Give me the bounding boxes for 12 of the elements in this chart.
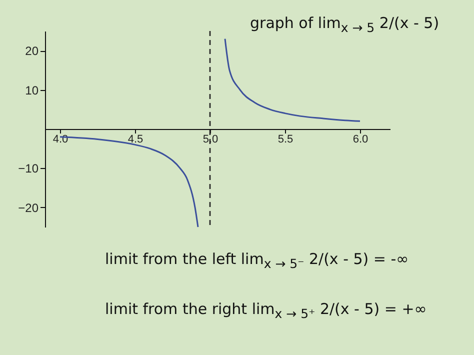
text: limit from the left lim$_{x → 5⁻}$ 2/(x - 5) = -∞ (105, 250, 409, 271)
text: limit from the right lim$_{x → 5⁺}$ 2/(x - 5) = +∞ (105, 300, 427, 321)
y-tick-label: 20 (25, 44, 39, 58)
y-tick-label: 10 (25, 83, 39, 98)
x-tick-label: 6.0 (352, 134, 368, 146)
y-tick-label: −10 (18, 162, 39, 176)
line-series (224, 38, 361, 122)
y-tick-label: −20 (18, 200, 39, 215)
x-tick-label: 4.5 (128, 134, 144, 146)
x-tick-label: 5.0 (202, 134, 218, 146)
annotation: graph of lim$_{x → 5}$ 2/(x - 5) (250, 14, 440, 35)
x-tick-label: 5.5 (278, 134, 294, 146)
